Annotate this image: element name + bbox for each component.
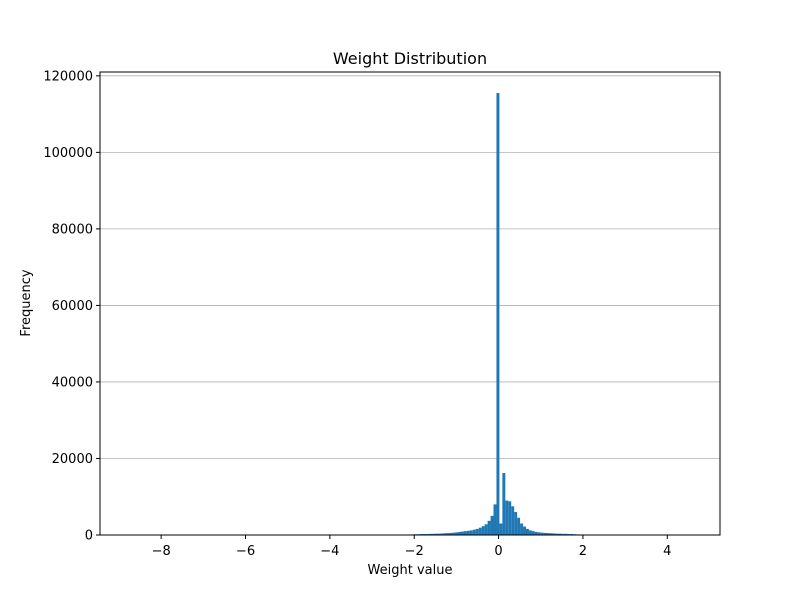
histogram-bar — [496, 93, 500, 535]
histogram-bar — [558, 533, 562, 535]
histogram-bar — [555, 533, 559, 535]
x-tick-label: −4 — [320, 544, 339, 559]
x-tick-label: 0 — [494, 544, 502, 559]
histogram-bar — [564, 533, 568, 535]
plot-frame — [99, 71, 721, 536]
chart-title: Weight Distribution — [333, 49, 487, 68]
histogram-bar — [511, 506, 515, 535]
y-axis-ticks: 0 20000 40000 60000 80000 100000 120000 — [43, 69, 100, 544]
y-tick-label: 60000 — [52, 299, 93, 314]
histogram-bar — [493, 504, 497, 535]
histogram-bar — [531, 531, 535, 535]
histogram-bar — [446, 533, 450, 535]
histogram-bar — [487, 520, 491, 535]
histogram-bar — [434, 533, 438, 535]
histogram-bar — [505, 500, 509, 535]
y-tick-label: 80000 — [52, 222, 93, 237]
y-tick-label: 100000 — [43, 146, 93, 161]
histogram-bars — [128, 93, 699, 535]
histogram-bar — [443, 533, 447, 535]
histogram-bar — [475, 528, 479, 535]
histogram-bar — [540, 532, 544, 535]
histogram-bar — [469, 530, 473, 535]
histogram-bar — [472, 529, 476, 535]
histogram-bar — [502, 473, 506, 535]
histogram-bar — [517, 517, 521, 535]
histogram-bar — [537, 532, 541, 535]
histogram-bar — [561, 533, 565, 535]
histogram-bar — [543, 532, 547, 535]
histogram-bar — [437, 533, 441, 535]
x-tick-label: 4 — [663, 544, 671, 559]
histogram-bar — [534, 531, 538, 535]
histogram-bar — [508, 501, 512, 535]
x-tick-label: 2 — [579, 544, 587, 559]
histogram-bar — [452, 532, 456, 535]
x-axis-label: Weight value — [368, 563, 453, 578]
histogram-bar — [458, 531, 462, 535]
histogram-bar — [523, 526, 526, 535]
histogram-bar — [546, 533, 550, 535]
histogram-bar — [484, 524, 488, 535]
y-tick-label: 20000 — [52, 452, 93, 467]
histogram-bar — [463, 531, 467, 535]
histogram-bar — [466, 530, 470, 535]
y-tick-label: 40000 — [52, 375, 93, 390]
histogram-bar — [449, 532, 453, 535]
histogram-bar — [455, 532, 459, 535]
histogram-bar — [514, 512, 518, 535]
histogram-bar — [549, 533, 553, 535]
histogram-bar — [461, 531, 464, 535]
y-tick-label: 120000 — [43, 69, 93, 84]
histogram-bar — [520, 523, 524, 535]
x-tick-label: −2 — [405, 544, 424, 559]
histogram-bar — [525, 528, 529, 535]
x-tick-label: −6 — [236, 544, 255, 559]
histogram-bar — [428, 533, 432, 535]
histogram-bar — [478, 527, 482, 535]
histogram-bar — [481, 526, 485, 535]
y-tick-label: 0 — [85, 529, 93, 544]
histogram-bar — [528, 530, 532, 535]
x-tick-label: −8 — [152, 544, 171, 559]
y-axis-label: Frequency — [19, 269, 34, 336]
gridlines — [100, 75, 720, 459]
histogram-bar — [431, 533, 435, 535]
x-axis-ticks: −8 −6 −4 −2 0 2 4 — [152, 535, 671, 559]
histogram-bar — [552, 533, 556, 535]
histogram-bar — [440, 533, 444, 535]
histogram-bar — [490, 515, 494, 535]
histogram-bar — [499, 523, 503, 535]
